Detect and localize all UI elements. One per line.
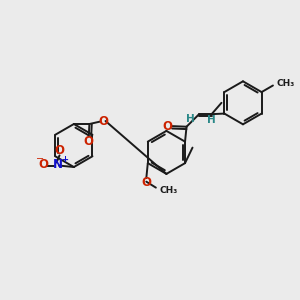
Text: −: − [36, 154, 44, 164]
Text: CH₃: CH₃ [159, 185, 178, 194]
Text: O: O [38, 158, 48, 171]
Text: O: O [163, 120, 173, 133]
Text: H: H [207, 115, 216, 125]
Text: H: H [186, 114, 194, 124]
Text: O: O [98, 115, 108, 128]
Text: O: O [141, 176, 151, 189]
Text: +: + [61, 155, 68, 164]
Text: CH₃: CH₃ [277, 79, 295, 88]
Text: O: O [55, 144, 64, 157]
Text: O: O [84, 134, 94, 148]
Text: N: N [52, 158, 62, 171]
